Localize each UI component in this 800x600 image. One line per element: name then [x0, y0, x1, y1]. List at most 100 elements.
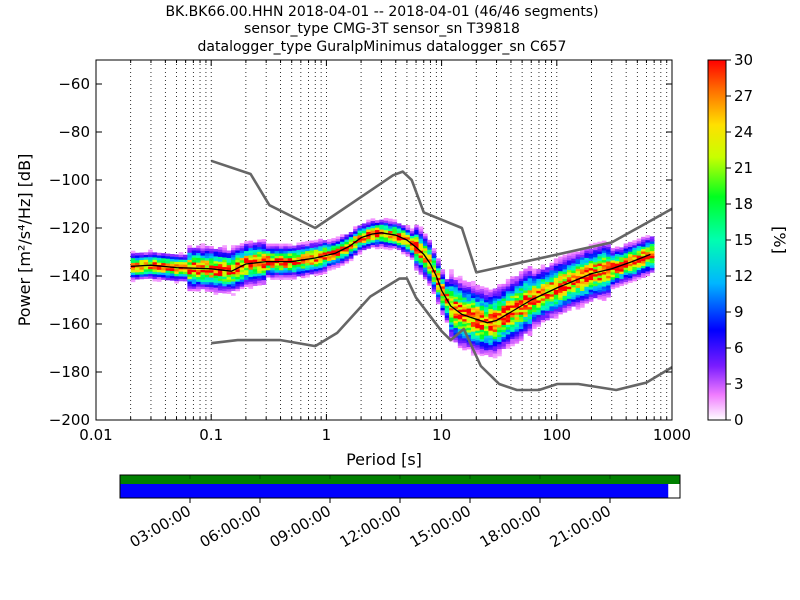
density-cell: [444, 303, 450, 306]
density-cell: [326, 246, 332, 250]
density-cell: [148, 268, 153, 272]
density-cell: [183, 261, 188, 265]
density-cell: [488, 303, 494, 307]
density-cell: [488, 339, 494, 343]
density-cell: [475, 344, 480, 348]
density-cell: [636, 274, 642, 278]
density-cell: [536, 283, 542, 287]
density-cell: [510, 285, 515, 289]
density-cell: [217, 273, 223, 277]
density-cell: [209, 282, 214, 285]
density-cell: [274, 270, 280, 273]
density-cell: [540, 298, 546, 301]
density-cell: [226, 291, 232, 294]
density-cell: [143, 261, 149, 265]
density-cell: [161, 253, 166, 256]
density-cell: [300, 251, 306, 255]
density-cell: [501, 327, 507, 330]
density-cell: [296, 254, 302, 258]
density-cell: [488, 335, 494, 338]
density-cell: [571, 258, 576, 262]
density-cell: [261, 255, 267, 259]
density-cell: [436, 277, 441, 281]
density-cell: [597, 277, 603, 281]
density-cell: [540, 278, 546, 282]
density-cell: [187, 250, 193, 253]
density-cell: [632, 264, 638, 267]
density-cell: [462, 345, 467, 348]
density-cell: [610, 281, 616, 285]
density-cell: [296, 271, 302, 275]
density-cell: [549, 262, 555, 266]
density-cell: [449, 278, 454, 282]
density-cell: [388, 242, 393, 246]
density-cell: [191, 279, 197, 282]
density-cell: [523, 299, 528, 303]
density-cell: [257, 256, 262, 260]
density-cell: [313, 242, 319, 245]
density-cell: [584, 252, 590, 256]
density-cell: [191, 252, 197, 256]
density-cell: [379, 246, 384, 249]
density-cell: [641, 241, 646, 245]
density-cell: [501, 331, 507, 335]
density-cell: [649, 238, 655, 242]
density-cell: [183, 273, 188, 277]
density-cell: [300, 249, 306, 252]
density-cell: [536, 268, 542, 272]
density-cell: [204, 250, 210, 254]
density-cell: [479, 341, 485, 345]
density-cell: [540, 264, 546, 268]
density-cell: [588, 258, 594, 261]
density-cell: [466, 334, 472, 338]
density-cell: [619, 276, 624, 279]
density-cell: [200, 274, 206, 278]
density-cell: [270, 258, 275, 261]
density-cell: [619, 249, 624, 253]
density-cell: [488, 308, 494, 312]
density-cell: [649, 262, 655, 266]
density-cell: [239, 279, 245, 282]
density-cell: [457, 290, 463, 293]
density-cell: [562, 273, 568, 277]
density-cell: [231, 266, 236, 270]
density-cell: [501, 312, 507, 316]
density-cell: [161, 260, 166, 264]
density-cell: [239, 262, 245, 266]
density-cell: [379, 229, 384, 232]
density-cell: [562, 271, 568, 275]
density-cell: [431, 272, 437, 275]
density-cell: [475, 325, 480, 329]
density-cell: [492, 312, 498, 316]
density-cell: [470, 288, 476, 291]
density-cell: [191, 271, 197, 275]
density-cell: [305, 248, 310, 252]
density-cell: [309, 247, 315, 251]
density-cell: [514, 297, 520, 301]
density-cell: [261, 279, 267, 283]
density-cell: [427, 268, 432, 272]
density-cell: [558, 290, 563, 293]
density-cell: [213, 289, 219, 293]
density-cell: [532, 278, 537, 281]
density-cell: [645, 259, 651, 262]
density-cell: [575, 251, 581, 255]
density-cell: [287, 253, 293, 256]
density-cell: [261, 263, 267, 266]
density-cell: [645, 237, 651, 241]
density-cell: [414, 263, 419, 266]
density-cell: [183, 269, 188, 272]
density-cell: [231, 285, 236, 289]
density-cell: [514, 328, 520, 332]
density-cell: [453, 315, 459, 319]
density-cell: [344, 239, 350, 242]
median-curve: [130, 232, 651, 324]
density-cell: [566, 269, 572, 273]
density-cell: [527, 287, 533, 291]
density-cell: [553, 258, 559, 262]
density-cell: [553, 272, 559, 276]
density-cell: [383, 237, 389, 240]
density-cell: [231, 276, 236, 280]
density-cell: [619, 271, 624, 275]
density-cell: [532, 326, 537, 329]
